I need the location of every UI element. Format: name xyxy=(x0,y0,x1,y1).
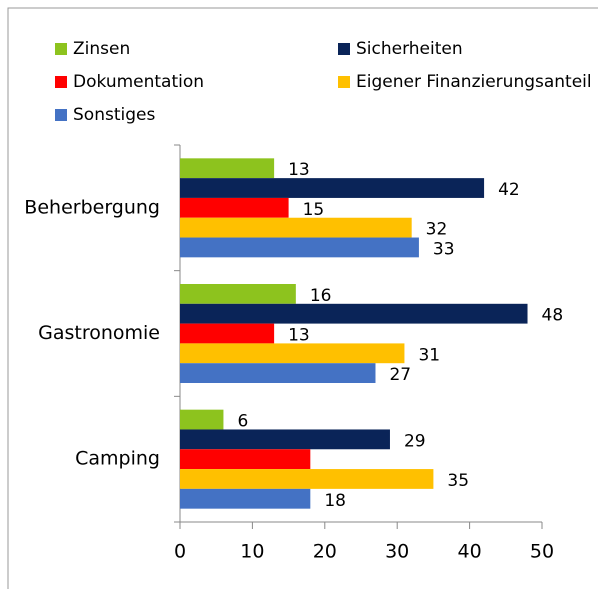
frame xyxy=(7,7,598,589)
legend-label: Zinsen xyxy=(73,39,130,59)
bar xyxy=(180,449,311,470)
data-label: 16 xyxy=(310,286,332,306)
data-label: 33 xyxy=(433,239,455,259)
data-label: 42 xyxy=(498,180,520,200)
data-label: 6 xyxy=(237,412,248,432)
y-tick-label: Beherbergung xyxy=(24,196,160,218)
bar xyxy=(180,237,419,258)
legend-swatch xyxy=(55,43,67,55)
x-tick-label: 30 xyxy=(385,541,409,563)
x-tick-label: 50 xyxy=(530,541,554,563)
bar xyxy=(180,158,275,179)
legend-label: Sicherheiten xyxy=(356,39,463,59)
bar xyxy=(180,197,289,218)
y-tick-label: Camping xyxy=(75,448,160,470)
x-tick-label: 20 xyxy=(313,541,337,563)
bar xyxy=(180,343,405,364)
legend-swatch xyxy=(338,43,350,55)
bar xyxy=(180,284,296,304)
bar xyxy=(180,363,376,383)
data-label: 32 xyxy=(426,220,448,240)
bar xyxy=(180,429,390,450)
data-label: 31 xyxy=(418,345,440,365)
data-label: 13 xyxy=(288,326,310,346)
data-label: 13 xyxy=(288,160,310,180)
data-label: 35 xyxy=(447,471,469,491)
legend-swatch xyxy=(55,76,67,88)
legend-swatch xyxy=(338,76,350,88)
bar xyxy=(180,323,275,344)
bar xyxy=(180,178,485,198)
data-label: 29 xyxy=(404,431,426,451)
bar xyxy=(180,409,224,430)
legend-label: Eigener Finanzierungsanteil xyxy=(356,72,592,92)
legend-label: Dokumentation xyxy=(73,72,204,92)
x-tick-label: 10 xyxy=(240,541,264,563)
data-label: 18 xyxy=(324,491,346,511)
bar xyxy=(180,488,311,509)
data-label: 48 xyxy=(542,306,564,326)
y-tick-label: Gastronomie xyxy=(38,322,160,344)
x-tick-label: 40 xyxy=(458,541,482,563)
bar xyxy=(180,217,412,238)
legend-label: Sonstiges xyxy=(73,105,155,125)
data-label: 27 xyxy=(389,365,411,385)
x-tick-label: 0 xyxy=(174,541,186,563)
data-label: 15 xyxy=(303,200,325,220)
bar xyxy=(180,303,528,324)
legend-swatch xyxy=(55,109,67,121)
bar xyxy=(180,469,434,489)
